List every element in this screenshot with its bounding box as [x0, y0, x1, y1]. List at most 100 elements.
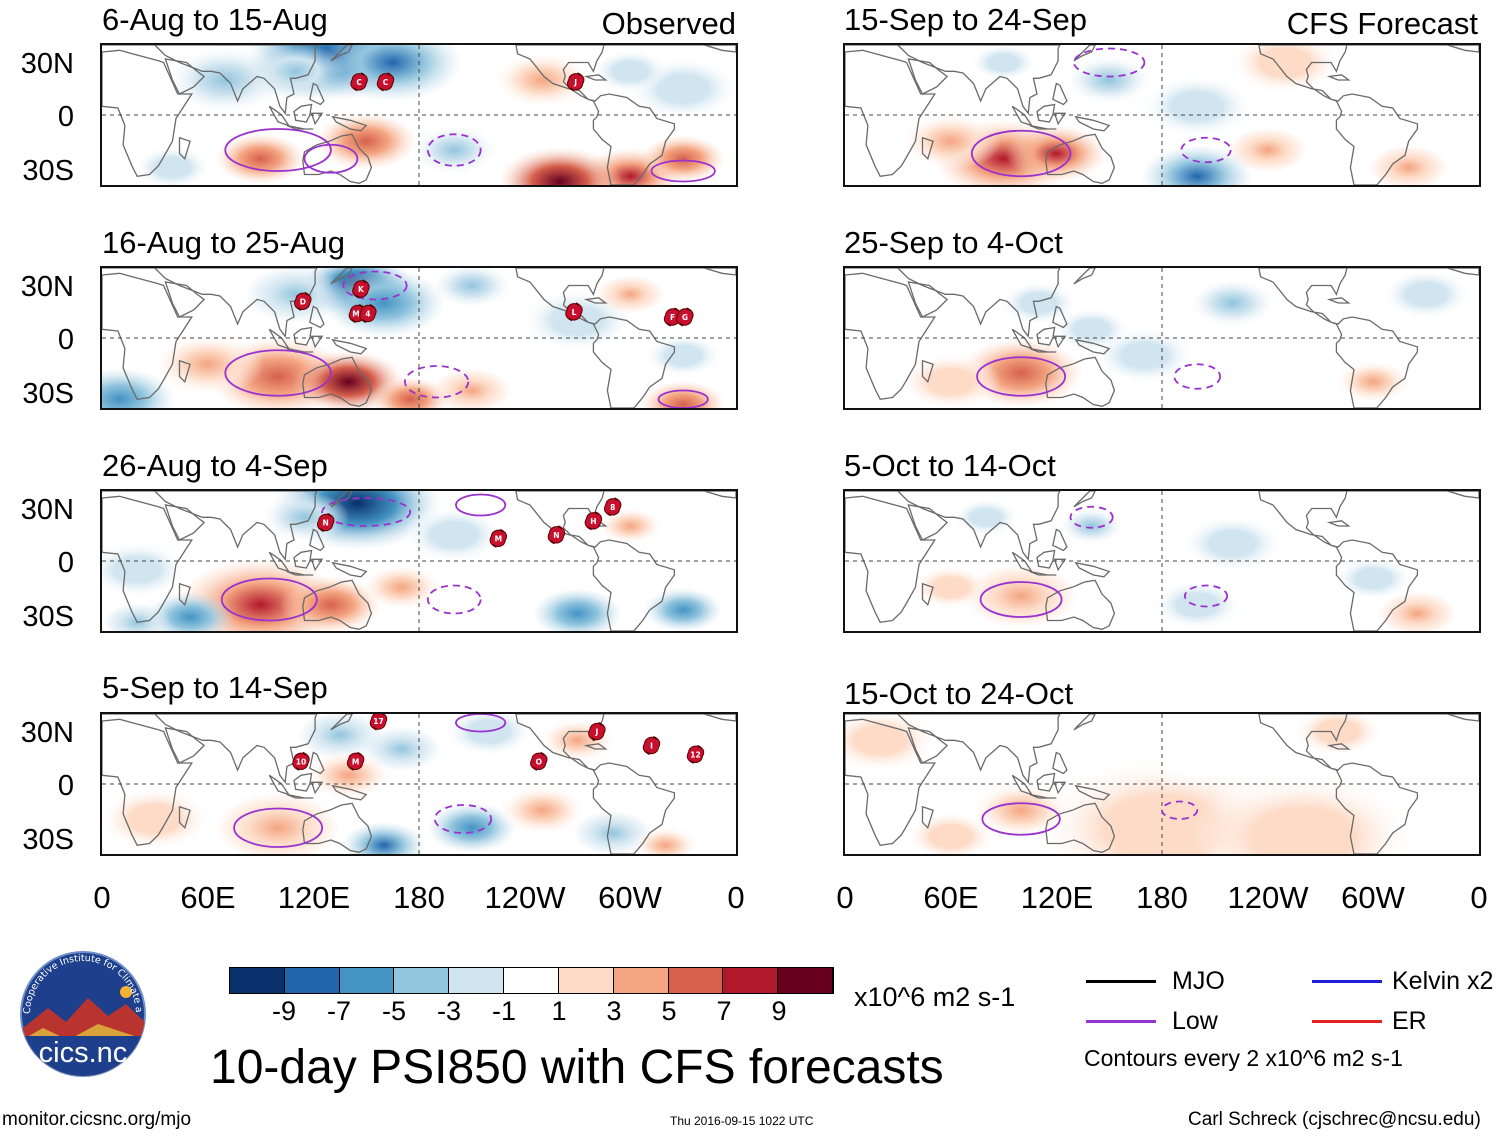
- anomaly-blob: [1381, 268, 1472, 320]
- land-outline: [1447, 714, 1479, 722]
- legend-label-kelvin: Kelvin x2: [1392, 967, 1494, 995]
- land-outline: [102, 49, 193, 178]
- storm-marker: M: [489, 528, 507, 548]
- land-outline: [1053, 558, 1067, 572]
- anomaly-blob: [259, 491, 350, 543]
- anomaly-blob: [643, 333, 723, 378]
- anomaly-blob: [905, 811, 996, 854]
- land-outline: [1052, 82, 1068, 106]
- map-svg: [845, 491, 1479, 631]
- storm-label: H: [590, 517, 596, 526]
- anomaly-blob: [151, 332, 265, 396]
- land-outline: [286, 124, 314, 130]
- anomaly-blob: [952, 498, 1020, 537]
- anomaly-blob: [1333, 556, 1413, 601]
- land-outline: [921, 359, 934, 384]
- land-outline: [1036, 549, 1056, 569]
- land-outline: [331, 561, 368, 578]
- land-outline: [330, 45, 353, 62]
- map-svg: [845, 268, 1479, 408]
- land-outline: [164, 58, 206, 95]
- anomaly-blob: [1181, 514, 1284, 573]
- storm-label: D: [300, 297, 306, 306]
- land-outline: [1074, 338, 1111, 355]
- anomaly-blob: [216, 792, 341, 854]
- map-svg: [845, 714, 1479, 854]
- footer-credit: Carl Schreck (cjschrec@ncsu.edu): [1188, 1109, 1481, 1130]
- land-outline: [1045, 802, 1116, 853]
- colorbar-tick: -1: [491, 996, 516, 1026]
- storm-marker: 17: [369, 714, 388, 731]
- land-outline: [1052, 305, 1068, 329]
- land-outline: [268, 105, 291, 127]
- map-panel-2: D K MI 4 L F G: [100, 266, 738, 410]
- land-outline: [1447, 491, 1479, 499]
- land-outline: [310, 558, 324, 572]
- map-panel-5: [843, 43, 1481, 187]
- land-outline: [310, 781, 324, 795]
- anomaly-blob: [341, 821, 427, 854]
- storm-marker: 12: [686, 744, 705, 764]
- anomaly-blob: [497, 146, 622, 185]
- land-outline: [907, 58, 949, 95]
- colorbar-swatch: [668, 968, 724, 993]
- lat-label: 30N: [20, 48, 74, 80]
- land-outline: [515, 45, 736, 185]
- land-outline: [1326, 297, 1351, 304]
- colorbar: [229, 967, 834, 994]
- low-contour: [970, 129, 1072, 178]
- footer-url: monitor.cicsnc.org/mjo: [2, 1109, 192, 1130]
- lat-label: 0: [57, 547, 74, 579]
- land-outline: [845, 491, 1061, 561]
- land-outline: [921, 136, 934, 161]
- land-outline: [309, 751, 325, 775]
- footer-timestamp: Thu 2016-09-15 1022 UTC: [670, 1114, 814, 1128]
- land-outline: [178, 136, 191, 161]
- panel-title-7: 5-Oct to 14-Oct: [844, 448, 1056, 483]
- land-outline: [1036, 103, 1056, 123]
- legend-label-er: ER: [1392, 1007, 1427, 1035]
- storm-marker: N: [317, 513, 335, 532]
- storm-marker: M: [346, 751, 365, 771]
- storm-marker: O: [530, 751, 548, 771]
- land-outline: [1053, 335, 1067, 349]
- land-outline: [1053, 781, 1067, 795]
- lon-label: 60W: [1341, 880, 1405, 915]
- storm-label: G: [682, 313, 688, 322]
- storm-marker: 4: [359, 304, 377, 323]
- colorbar-tick: -7: [326, 996, 351, 1026]
- land-outline: [1074, 561, 1111, 578]
- anomaly-blob: [596, 275, 665, 314]
- land-outline: [302, 579, 373, 630]
- land-outline: [921, 582, 934, 607]
- land-outline: [268, 551, 291, 573]
- lon-label: 0: [727, 880, 745, 915]
- low-contour: [455, 493, 507, 517]
- lon-label: 60E: [180, 880, 236, 915]
- legend-swatch-low: [1086, 1020, 1156, 1023]
- low-contour: [1173, 363, 1222, 390]
- lon-label: 180: [1136, 880, 1188, 915]
- anomaly-blob: [1369, 145, 1448, 185]
- anomaly-blob: [899, 353, 1002, 408]
- land-outline: [309, 528, 325, 552]
- land-outline: [1045, 356, 1116, 407]
- land-outline: [704, 45, 736, 53]
- anomaly-blob: [1152, 579, 1243, 631]
- land-outline: [1074, 784, 1111, 801]
- legend-label-mjo: MJO: [1172, 967, 1225, 995]
- anomaly-blob: [491, 51, 593, 109]
- anomaly-blob: [426, 802, 517, 854]
- low-contour: [976, 356, 1067, 397]
- storm-label: I: [650, 742, 653, 751]
- storm-label: L: [572, 308, 577, 317]
- anomaly-blob: [1140, 144, 1254, 185]
- panel-title-1: 6-Aug to 15-Aug: [102, 2, 328, 37]
- land-outline: [1258, 45, 1479, 185]
- land-outline: [164, 281, 206, 318]
- land-outline: [102, 714, 318, 784]
- anomaly-blob: [640, 380, 726, 408]
- anomaly-blob: [1377, 591, 1457, 631]
- land-outline: [331, 338, 368, 355]
